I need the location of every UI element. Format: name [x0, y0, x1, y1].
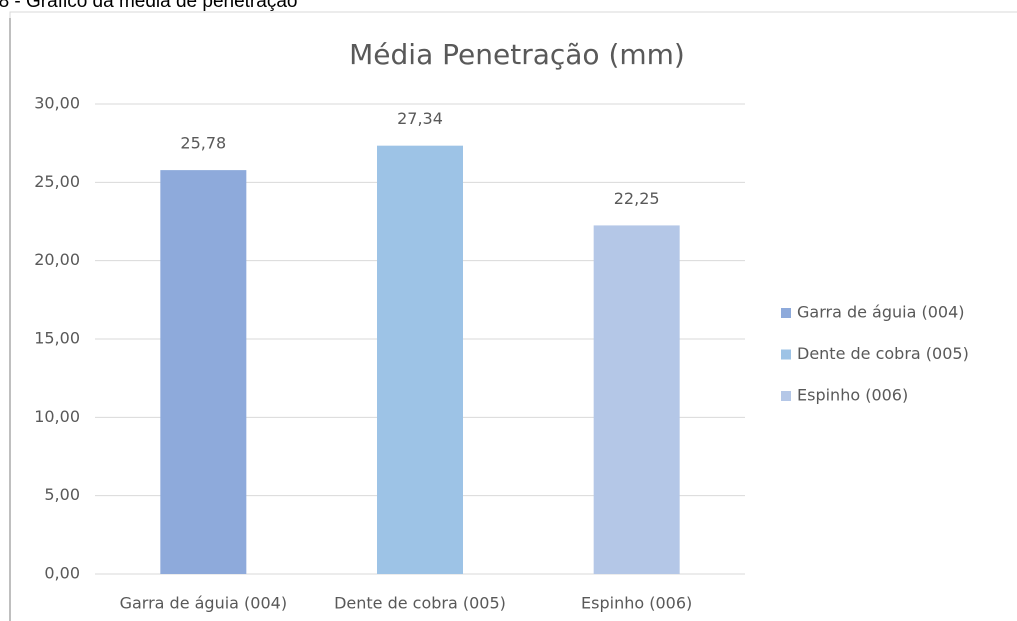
y-tick-label: 30,00 [34, 94, 80, 113]
data-label: 22,25 [614, 189, 660, 208]
legend-label: Espinho (006) [797, 386, 908, 405]
legend-swatch [781, 308, 791, 318]
x-tick-label: Garra de águia (004) [120, 594, 288, 613]
y-tick-label: 10,00 [34, 407, 80, 426]
bar [160, 170, 247, 574]
chart-title: Média Penetração (mm) [349, 38, 685, 71]
y-tick-label: 15,00 [34, 329, 80, 348]
y-tick-label: 25,00 [34, 172, 80, 191]
bar [593, 225, 680, 574]
x-tick-label: Espinho (006) [581, 594, 692, 613]
legend-label: Dente de cobra (005) [797, 344, 969, 363]
caption: 08 - Gráfico da média de penetração [0, 0, 297, 12]
data-label: 27,34 [397, 109, 443, 128]
y-tick-label: 0,00 [44, 564, 80, 583]
legend-label: Garra de águia (004) [797, 303, 965, 322]
legend-swatch [781, 391, 791, 401]
y-tick-label: 5,00 [44, 485, 80, 504]
bar [377, 145, 463, 574]
x-tick-label: Dente de cobra (005) [334, 594, 506, 613]
y-tick-label: 20,00 [34, 250, 80, 269]
legend-swatch [781, 349, 791, 360]
data-label: 25,78 [180, 134, 226, 153]
